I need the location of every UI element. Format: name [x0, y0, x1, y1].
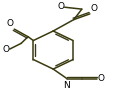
Text: O: O [97, 74, 104, 83]
Text: O: O [7, 19, 14, 28]
Text: N: N [64, 81, 70, 90]
Text: O: O [2, 45, 9, 54]
Text: O: O [57, 2, 64, 11]
Text: O: O [90, 4, 97, 13]
